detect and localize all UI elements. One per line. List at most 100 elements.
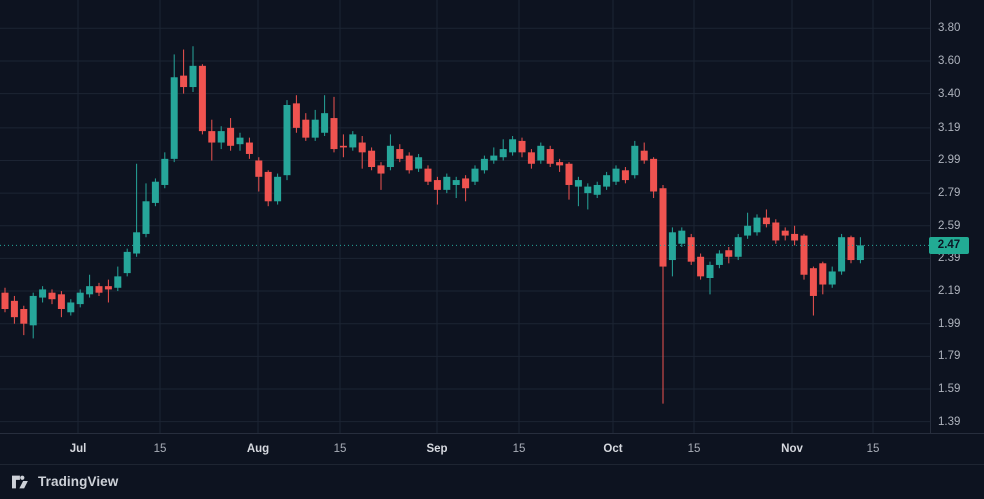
candle-body [744,225,752,236]
candle-body [161,158,169,185]
candle-body [189,65,197,88]
time-axis-label: 15 [866,443,880,455]
candle-body [762,217,770,225]
candle-body [725,250,733,257]
price-axis-label: 2.19 [938,285,961,298]
time-axis-label: Jul [69,443,87,455]
time-axis-label: Oct [603,443,623,455]
candle-body [819,263,827,285]
candle-body [480,158,488,171]
tradingview-attribution: TradingView [0,464,984,499]
candle-body [659,188,667,267]
candle-body [424,168,432,182]
candle-body [142,201,150,234]
candle-body [603,175,611,187]
candle-body [546,149,554,164]
price-axis-label: 2.99 [938,154,961,167]
candle-body [1,292,9,310]
candle-body [856,245,864,261]
candle-body [255,160,263,177]
candle-body [640,150,648,161]
time-axis-label: 15 [687,443,701,455]
candle-body [565,163,573,185]
candle-body [443,176,451,190]
candlestick-plot[interactable] [0,0,930,433]
candle-body [20,309,28,324]
price-axis-label: 2.79 [938,187,961,200]
price-axis[interactable]: 2.47 3.80 3.60 3.40 3.19 2.99 2.79 2.59 2.39 2.1… [929,0,984,433]
candle-body [415,157,423,169]
candle-body [39,289,47,298]
price-axis-label: 2.59 [938,219,961,232]
candle-body [556,162,564,166]
candle-body [462,178,470,189]
candle-body [471,168,479,182]
price-axis-label: 1.99 [938,317,961,330]
candle-body [123,251,131,274]
candle-body [772,222,780,241]
candle-body [48,292,56,300]
candle-body [405,155,413,171]
candle-body [302,119,310,138]
candle-body [631,145,639,176]
candle-body [95,286,103,293]
candle-body [593,184,601,195]
candle-body [245,142,253,154]
candle-body [311,119,319,138]
price-axis-label: 1.79 [938,350,961,363]
candle-body [133,232,141,254]
candle-body [847,237,855,261]
candle-body [321,113,329,133]
candle-body [612,168,620,182]
candle-body [283,105,291,176]
candle-body [734,237,742,257]
price-axis-label: 1.59 [938,382,961,395]
candle-body [706,264,714,278]
price-axis-label: 3.80 [938,22,961,35]
time-axis-label: 15 [512,443,526,455]
candle-body [339,145,347,148]
candle-body [377,165,385,174]
candle-body [518,140,526,153]
candle-body [715,253,723,265]
candle-body [499,149,507,158]
candle-body [668,232,676,261]
candle-body [114,276,122,288]
candle-body [151,181,159,203]
candle-body [330,118,338,150]
candle-body [386,145,394,168]
candle-body [828,271,836,285]
candle-body [678,230,686,244]
candle-body [584,186,592,194]
candle-body [170,77,178,159]
candle-body [274,176,282,202]
candle-body [838,237,846,272]
candle-body [76,292,84,305]
candle-body [527,152,535,164]
candle-body [10,300,18,318]
candle-body [349,134,357,148]
tradingview-logo-icon[interactable] [12,474,31,490]
price-axis-label: 2.39 [938,252,961,265]
candle-body [574,180,582,187]
candle-body [104,286,112,290]
price-axis-label: 3.19 [938,121,961,134]
candle-body [236,137,244,145]
time-axis[interactable]: Jul 15 Aug 15 Sep 15 Oct 15 Nov 15 [0,433,984,465]
time-axis-label: Aug [246,443,270,455]
candle-body [509,139,517,153]
time-axis-label: Nov [781,443,803,455]
candle-body [368,150,376,168]
candle-body [67,302,75,313]
candle-body [358,142,366,153]
time-axis-label: 15 [153,443,167,455]
price-axis-label: 3.40 [938,87,961,100]
candle-body [208,131,216,143]
candle-body [264,171,272,202]
candle-body [753,217,761,233]
candlestick-chart[interactable] [0,0,930,433]
candle-body [687,237,695,262]
candle-body [809,268,817,296]
tradingview-brand-text[interactable]: TradingView [38,474,119,489]
